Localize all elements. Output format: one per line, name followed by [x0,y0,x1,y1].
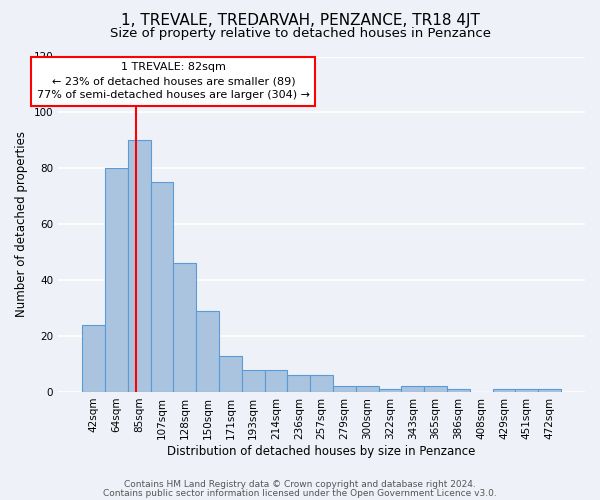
Bar [128,140,151,392]
Bar [265,370,287,392]
Bar [493,389,515,392]
Bar [447,389,470,392]
Text: 1, TREVALE, TREDARVAH, PENZANCE, TR18 4JT: 1, TREVALE, TREDARVAH, PENZANCE, TR18 4J… [121,12,479,28]
Bar [105,168,128,392]
Bar [424,386,447,392]
Bar [219,356,242,392]
Bar [356,386,379,392]
Bar [379,389,401,392]
Bar [310,375,333,392]
Bar [82,325,105,392]
Bar [515,389,538,392]
Text: Contains HM Land Registry data © Crown copyright and database right 2024.: Contains HM Land Registry data © Crown c… [124,480,476,489]
Text: Contains public sector information licensed under the Open Government Licence v3: Contains public sector information licen… [103,488,497,498]
Bar [173,264,196,392]
Bar [333,386,356,392]
Text: Size of property relative to detached houses in Penzance: Size of property relative to detached ho… [110,28,491,40]
Bar [287,375,310,392]
Bar [242,370,265,392]
Bar [538,389,561,392]
Text: 1 TREVALE: 82sqm
← 23% of detached houses are smaller (89)
77% of semi-detached : 1 TREVALE: 82sqm ← 23% of detached house… [37,62,310,100]
X-axis label: Distribution of detached houses by size in Penzance: Distribution of detached houses by size … [167,444,476,458]
Bar [151,182,173,392]
Bar [196,311,219,392]
Bar [401,386,424,392]
Y-axis label: Number of detached properties: Number of detached properties [15,131,28,317]
